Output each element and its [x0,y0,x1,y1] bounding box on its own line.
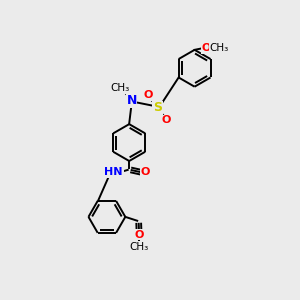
Text: O: O [135,230,144,240]
Text: O: O [141,167,150,177]
Text: O: O [201,44,211,53]
Text: N: N [126,94,137,107]
Text: HN: HN [104,167,123,177]
Text: O: O [144,90,153,100]
Text: CH₃: CH₃ [210,44,229,53]
Text: O: O [162,115,171,125]
Text: S: S [153,101,162,114]
Text: CH₃: CH₃ [129,242,148,252]
Text: CH₃: CH₃ [111,83,130,94]
